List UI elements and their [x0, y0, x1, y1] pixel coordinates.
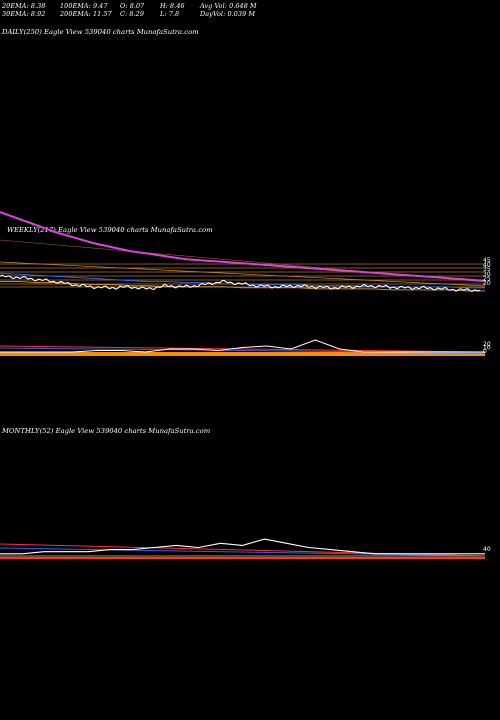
weekly-lower-red: [0, 345, 486, 353]
weekly-ema-orange: [0, 281, 485, 292]
weekly-ytick: 30: [483, 271, 491, 278]
weekly-panel-label: WEEKLY(217) Eagle View 539040 charts Mun…: [7, 226, 213, 234]
weekly-lower-ytick: 0: [483, 348, 487, 355]
weekly-ytick: 45: [483, 257, 491, 264]
monthly-panel-label: MONTHLY(52) Eagle View 539040 charts Mun…: [2, 427, 211, 435]
monthly-price-line: [0, 538, 485, 555]
monthly-ema-blue: [0, 547, 486, 557]
stat-high: H: 8.46: [160, 2, 185, 10]
weekly-volume-band: [0, 352, 485, 356]
trend-line-1: [0, 261, 486, 287]
weekly-ytick: 20: [483, 280, 491, 287]
stat-day-vol: DayVol: 0.039 M: [200, 10, 256, 18]
stat-open: O: 8.07: [120, 2, 145, 10]
stat-ema200: 200EMA: 11.57: [60, 10, 112, 18]
weekly-ytick: 25: [483, 275, 491, 282]
weekly-lower-ytick: 20: [483, 341, 491, 348]
weekly-lower-white: [0, 339, 485, 353]
stat-low: L: 7.8: [160, 10, 180, 18]
weekly-lower-ytick: 10: [483, 345, 491, 352]
weekly-ytick: 40: [483, 262, 491, 269]
stat-avg-vol: Avg Vol: 0.648 M: [200, 2, 257, 10]
monthly-ytick: 40: [483, 546, 491, 553]
stat-ema100: 100EMA: 9.47: [60, 2, 108, 10]
stat-ema20: 20EMA: 8.38: [2, 2, 46, 10]
monthly-base-band: [0, 557, 485, 559]
daily-panel-label: DAILY(250) Eagle View 539040 charts Muna…: [2, 28, 199, 36]
weekly-price-line: [0, 274, 481, 293]
stat-ema30: 30EMA: 8.92: [2, 10, 46, 18]
stat-close: C: 8.29: [120, 10, 145, 18]
weekly-ytick: 35: [483, 266, 491, 273]
weekly-ema-magenta: [0, 211, 486, 282]
